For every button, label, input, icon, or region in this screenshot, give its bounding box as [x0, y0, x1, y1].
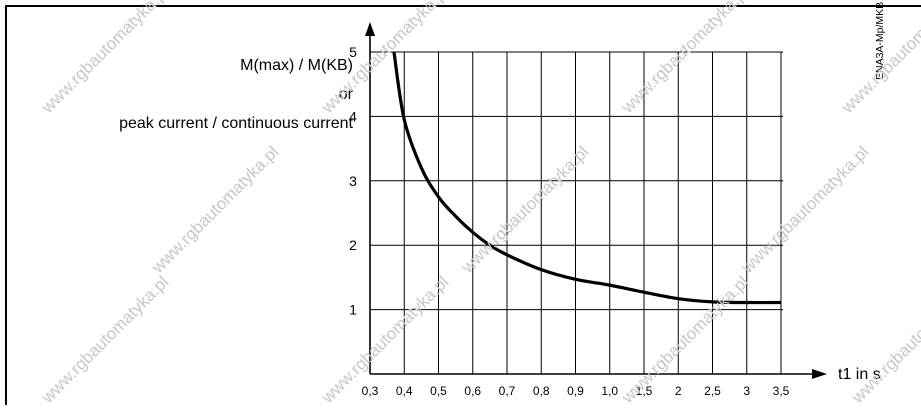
x-tick-label-9: 2: [675, 384, 682, 398]
x-tick-label-11: 3: [743, 384, 750, 398]
y-axis-label-line-3: peak current / continuous current: [119, 115, 353, 132]
y-axis-arrowhead: [365, 22, 375, 36]
y-axis-label-line-1: M(max) / M(KB): [240, 57, 353, 74]
x-tick-label-0: 0,3: [362, 384, 379, 398]
x-tick-label-6: 0,9: [567, 384, 584, 398]
y-tick-label-2: 3: [349, 173, 357, 189]
x-tick-label-1: 0,4: [396, 384, 413, 398]
y-tick-label-0: 1: [349, 302, 357, 318]
x-tick-label-7: 1,0: [601, 384, 618, 398]
frame-top-border: [5, 5, 921, 7]
x-tick-label-2: 0,5: [430, 384, 447, 398]
y-tick-label-4: 5: [349, 44, 357, 60]
y-tick-label-1: 2: [349, 237, 357, 253]
series-line: [392, 51, 782, 305]
curve: [392, 51, 782, 305]
x-tick-label-3: 0,6: [464, 384, 481, 398]
x-axis-arrowhead: [812, 369, 827, 379]
grid: [370, 51, 783, 374]
x-tick-label-12: 3,5: [773, 384, 790, 398]
x-tick-label-4: 0,7: [499, 384, 516, 398]
axes: [365, 22, 827, 379]
y-axis-label-line-2: or: [338, 86, 353, 103]
y-tick-label-3: 4: [349, 108, 357, 124]
x-axis-title: t1 in s: [838, 366, 881, 383]
x-tick-label-8: 1,5: [636, 384, 653, 398]
x-tick-label-10: 2,5: [704, 384, 721, 398]
frame-left-border: [5, 5, 7, 405]
tick-labels: t1 in s 0,3 0,4 0,5 0,6 0,7 0,8 0,9 1,0 1,5 2 2,5 3 3…: [349, 44, 881, 398]
x-tick-label-5: 0,8: [533, 384, 550, 398]
